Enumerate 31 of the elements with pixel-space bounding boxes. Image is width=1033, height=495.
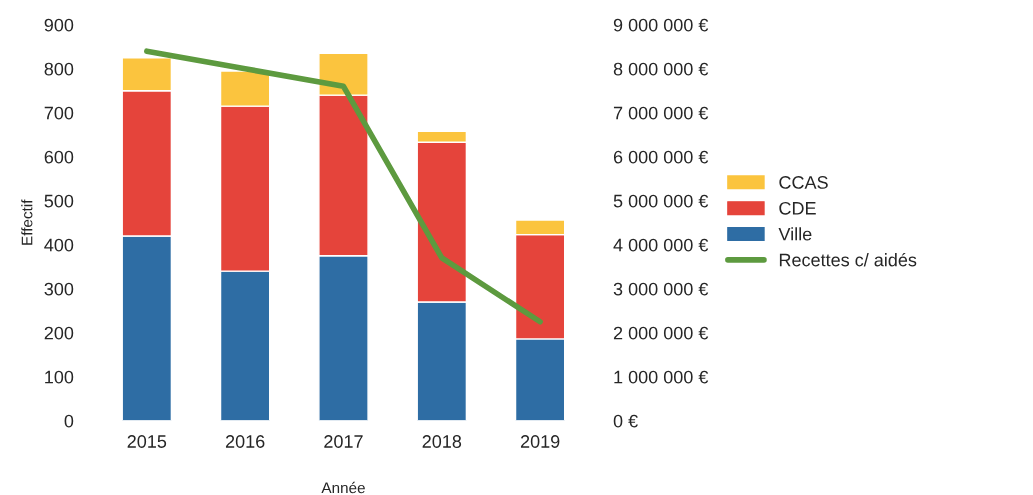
y-tick-label: 300 (44, 282, 74, 296)
legend-label: CDE (779, 201, 816, 215)
y-tick-label: 900 (44, 18, 74, 32)
y2-tick-label: 6 000 000 € (613, 150, 709, 164)
y2-tick-label: 1 000 000 € (614, 370, 709, 384)
y2-tick-label: 0 € (613, 414, 638, 428)
y-tick-label: 800 (44, 62, 74, 76)
y-tick-label: 500 (44, 194, 74, 208)
legend-label: CCAS (779, 176, 828, 189)
y2-tick-label: 7 000 000 € (613, 106, 709, 120)
y-tick-label: 700 (44, 106, 74, 120)
y2-tick-label: 3 000 000 € (613, 282, 709, 296)
x-tick-label: 2015 (127, 435, 167, 448)
y2-tick-label: 2 000 000 € (613, 326, 709, 340)
y-tick-label: 0 (64, 414, 74, 428)
legend-label: Ville (778, 227, 812, 241)
y2-tick-label: 8 000 000 € (613, 62, 709, 76)
y-tick-label: 200 (44, 326, 74, 340)
x-tick-label: 2018 (422, 435, 462, 448)
y-axis-title: Effectif (21, 199, 33, 245)
y-tick-label: 100 (45, 370, 74, 384)
y-tick-label: 400 (44, 238, 74, 252)
y2-tick-label: 9 000 000 € (613, 18, 709, 32)
y-tick-label: 600 (44, 150, 74, 164)
y2-tick-label: 5 000 000 € (613, 194, 709, 208)
x-axis-title: Année (321, 481, 365, 494)
x-tick-label: 2017 (324, 435, 363, 448)
legend-label: Recettes c/ aidés (779, 252, 917, 267)
y2-tick-label: 4 000 000 € (613, 238, 709, 252)
x-tick-label: 2019 (520, 435, 560, 448)
x-tick-label: 2016 (225, 435, 265, 448)
